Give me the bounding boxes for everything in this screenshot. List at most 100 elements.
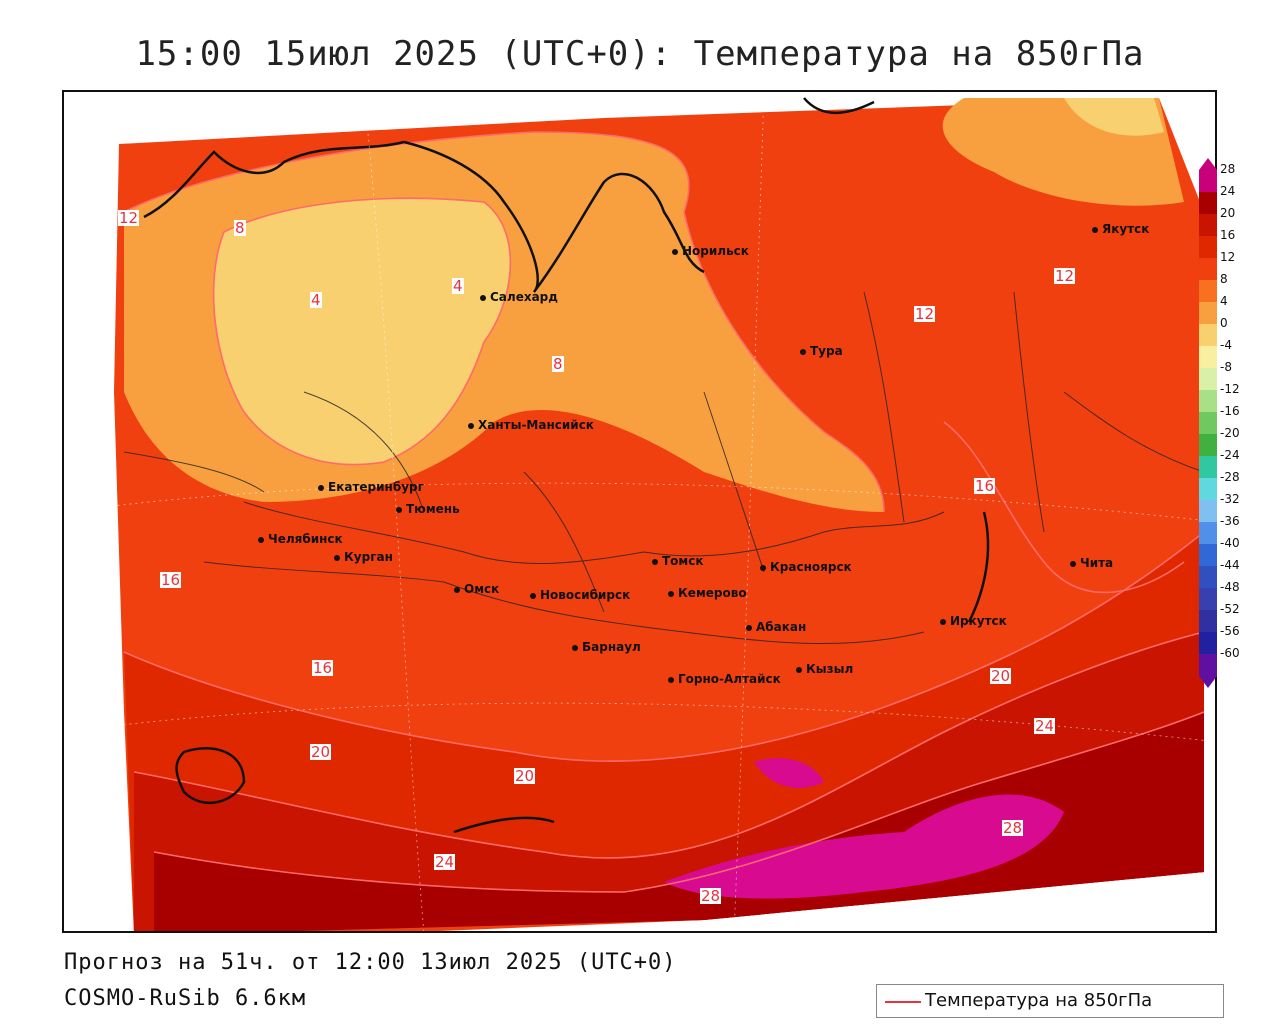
city-marker[interactable]: Тюмень [396,502,460,516]
contour-label: 12 [914,305,936,323]
city-name: Новосибирск [540,588,631,602]
city-marker[interactable]: Кемерово [668,586,747,600]
city-name: Екатеринбург [328,480,424,494]
city-dot-icon [468,422,474,429]
contour-label: 24 [434,853,456,871]
colorbar-tick-label: -8 [1220,360,1232,374]
colorbar-tick-label: -52 [1220,602,1240,616]
city-dot-icon [800,348,806,355]
contour-label: 8 [552,355,564,373]
city-dot-icon [454,586,460,593]
city-name: Омск [464,582,500,596]
colorbar-bottom-arrow [1199,676,1217,688]
city-dot-icon [480,294,486,301]
city-marker[interactable]: Екатеринбург [318,480,424,494]
contour-label: 20 [990,667,1012,685]
colorbar-tick-label: -56 [1220,624,1240,638]
colorbar-tick-label: -48 [1220,580,1240,594]
colorbar-swatch [1199,368,1217,391]
city-marker[interactable]: Якутск [1092,222,1149,236]
city-dot-icon [396,506,402,513]
colorbar-swatch [1199,456,1217,479]
city-name: Иркутск [950,614,1007,628]
city-marker[interactable]: Тура [800,344,843,358]
colorbar-swatch [1199,170,1217,193]
city-marker[interactable]: Кызыл [796,662,853,676]
city-dot-icon [1070,560,1076,567]
contour-label: 8 [234,219,246,237]
city-dot-icon [258,536,264,543]
contour-label: 4 [452,277,464,295]
city-name: Барнаул [582,640,641,654]
city-dot-icon [796,666,802,673]
colorbar-tick-label: -20 [1220,426,1240,440]
colorbar-tick-label: -24 [1220,448,1240,462]
contour-label: 24 [1034,717,1056,735]
contour-label: 20 [514,767,536,785]
city-marker[interactable]: Чита [1070,556,1113,570]
city-dot-icon [672,248,678,255]
colorbar-top-arrow [1199,158,1217,170]
legend-line-icon [885,1001,921,1003]
city-name: Кемерово [678,586,747,600]
colorbar-tick-label: -40 [1220,536,1240,550]
colorbar-tick-label: 24 [1220,184,1236,198]
city-name: Ханты-Мансийск [478,418,594,432]
contour-label: 16 [974,477,996,495]
city-marker[interactable]: Новосибирск [530,588,630,602]
contour-label: 20 [310,743,332,761]
colorbar-swatch [1199,236,1217,259]
legend-label: Температура на 850гПа [925,990,1153,1011]
city-marker[interactable]: Салехард [480,290,558,304]
contour-label: 12 [1054,267,1076,285]
contour-label: 16 [312,659,334,677]
city-marker[interactable]: Абакан [746,620,806,634]
city-name: Кызыл [806,662,854,676]
zone-28-plus [664,794,1064,899]
contour-label: 28 [1002,819,1024,837]
city-name: Горно-Алтайск [678,672,781,686]
city-dot-icon [572,644,578,651]
colorbar-swatch [1199,566,1217,589]
colorbar-swatch [1199,522,1217,545]
city-name: Челябинск [268,532,343,546]
city-marker[interactable]: Омск [454,582,499,596]
city-marker[interactable]: Барнаул [572,640,641,654]
city-marker[interactable]: Иркутск [940,614,1007,628]
city-name: Томск [662,554,704,568]
colorbar-tick-label: 16 [1220,228,1236,242]
city-name: Курган [344,550,393,564]
city-name: Красноярск [770,560,852,574]
colorbar-tick-label: -28 [1220,470,1240,484]
city-dot-icon [668,676,674,683]
colorbar-swatch [1199,390,1217,413]
temperature-map[interactable]: 12 8 4 4 8 12 12 16 16 16 20 20 20 24 24… [62,90,1217,933]
city-marker[interactable]: Томск [652,554,704,568]
colorbar-swatch [1199,654,1217,677]
city-name: Абакан [756,620,807,634]
colorbar-tick-label: 20 [1220,206,1236,220]
city-dot-icon [746,624,752,631]
colorbar-swatch [1199,632,1217,655]
city-marker[interactable]: Норильск [672,244,749,258]
colorbar [1199,158,1217,688]
colorbar-tick-label: -4 [1220,338,1232,352]
city-name: Якутск [1102,222,1150,236]
colorbar-swatch [1199,544,1217,567]
city-marker[interactable]: Горно-Алтайск [668,672,781,686]
city-marker[interactable]: Челябинск [258,532,343,546]
colorbar-tick-label: -44 [1220,558,1240,572]
city-marker[interactable]: Красноярск [760,560,852,574]
colorbar-swatch [1199,346,1217,369]
city-name: Тюмень [406,502,460,516]
colorbar-tick-label: 0 [1220,316,1228,330]
city-name: Тура [810,344,843,358]
colorbar-tick-label: -32 [1220,492,1240,506]
colorbar-swatch [1199,588,1217,611]
city-marker[interactable]: Ханты-Мансийск [468,418,594,432]
contour-label: 12 [118,209,140,227]
forecast-info: Прогноз на 51ч. от 12:00 13июл 2025 (UTC… [64,950,677,975]
colorbar-tick-label: 28 [1220,162,1236,176]
colorbar-swatch [1199,302,1217,325]
city-marker[interactable]: Курган [334,550,393,564]
